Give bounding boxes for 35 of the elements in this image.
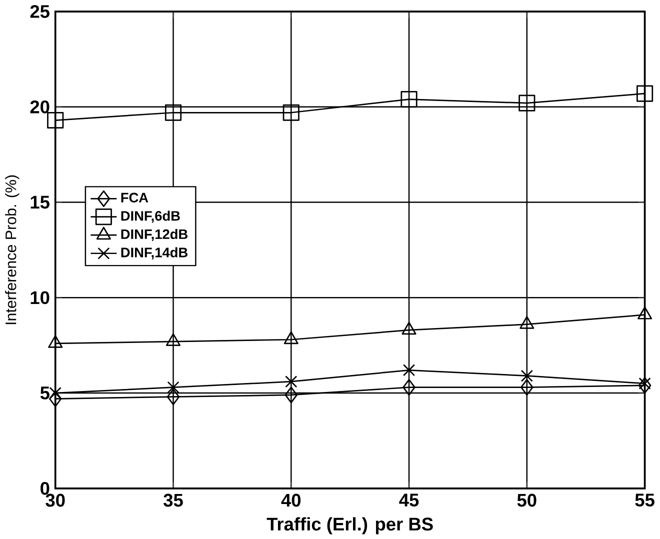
point: [402, 364, 416, 376]
y-tick-label: 0: [40, 482, 50, 495]
point: [164, 104, 182, 121]
point: [520, 370, 533, 382]
point: [636, 85, 654, 102]
legend-label: DINF,14dB: [121, 247, 188, 260]
point: [285, 375, 298, 388]
point: [638, 376, 652, 394]
point: [402, 378, 416, 396]
legend-label: DINF,6dB: [121, 210, 180, 223]
point: [282, 104, 300, 121]
y-tick-label: 5: [40, 386, 50, 400]
y-tick-label: 25: [30, 4, 50, 18]
y-tick-label: 15: [30, 196, 50, 209]
x-axis-title: Traffic (Erl.) per BS: [266, 517, 433, 534]
point: [166, 388, 180, 406]
y-tick-label: 10: [30, 291, 50, 304]
point: [400, 90, 418, 108]
x-tick-label: 45: [399, 494, 419, 506]
x-tick-label: 50: [517, 494, 536, 507]
point: [520, 378, 534, 396]
x-tick-label: 40: [281, 494, 301, 507]
x-tick-label: 55: [635, 494, 654, 506]
point: [638, 377, 651, 390]
legend-label: FCA: [121, 192, 148, 202]
x-tick-label: 30: [46, 494, 65, 507]
legend-label: DINF,12dB: [121, 228, 188, 241]
point: [49, 386, 62, 399]
point: [518, 94, 536, 112]
point: [47, 112, 64, 128]
point: [167, 381, 180, 394]
y-tick-label: 20: [30, 100, 50, 114]
y-axis-title: Interference Prob. (%): [5, 175, 20, 324]
point: [284, 386, 298, 404]
x-tick-label: 35: [164, 494, 183, 507]
